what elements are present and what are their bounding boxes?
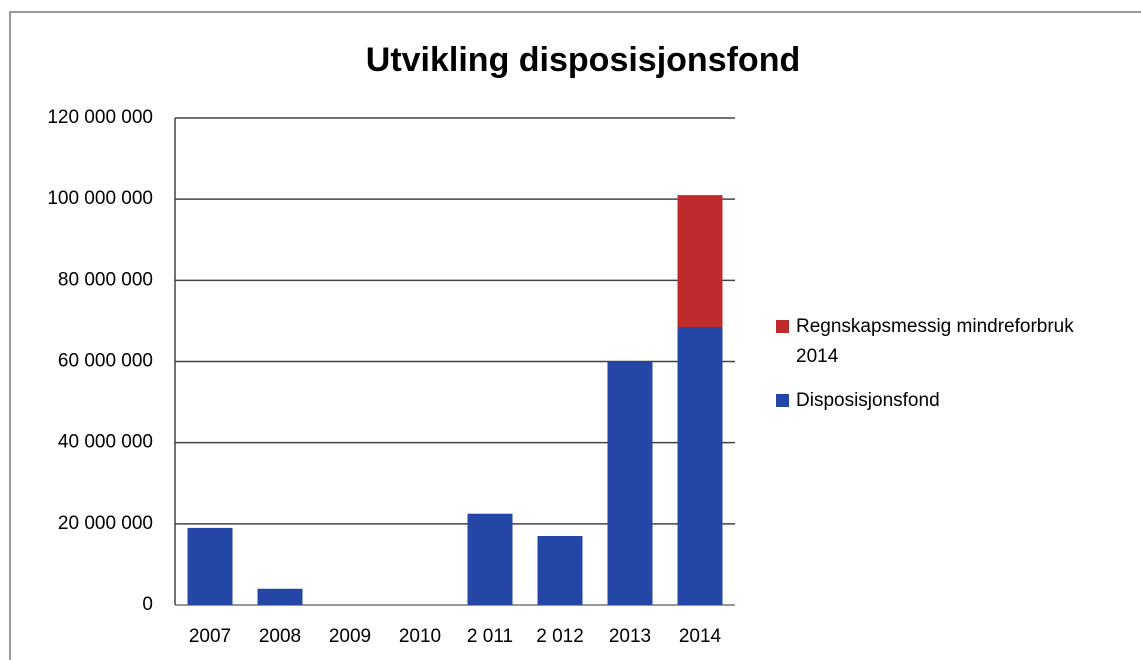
legend-label: Regnskapsmessig mindreforbruk 2014 xyxy=(796,316,1074,367)
legend: Regnskapsmessig mindreforbruk 2014 Dispos… xyxy=(776,312,1106,430)
legend-swatch xyxy=(776,320,789,333)
chart-title: Utvikling disposisjonsfond xyxy=(366,41,800,79)
y-tick-label: 20 000 000 xyxy=(58,513,153,534)
legend-swatch xyxy=(776,394,789,407)
y-tick-label: 80 000 000 xyxy=(58,269,153,290)
bar xyxy=(677,327,723,605)
bar xyxy=(677,195,723,328)
bar xyxy=(257,588,303,605)
x-tick-label: 2 012 xyxy=(536,626,584,647)
x-tick-label: 2 011 xyxy=(467,626,513,647)
x-tick-label: 2007 xyxy=(189,626,231,647)
bar xyxy=(537,536,583,605)
legend-entry: Disposisjonsfond xyxy=(776,386,1106,416)
bar xyxy=(467,513,513,605)
legend-entry: Regnskapsmessig mindreforbruk 2014 xyxy=(776,312,1106,372)
bar xyxy=(607,361,653,605)
x-tick-label: 2009 xyxy=(329,626,371,647)
x-tick-label: 2008 xyxy=(259,626,301,647)
y-tick-label: 100 000 000 xyxy=(47,188,153,209)
y-tick-label: 120 000 000 xyxy=(47,107,153,128)
y-tick-label: 60 000 000 xyxy=(58,351,153,372)
x-tick-label: 2013 xyxy=(609,626,651,647)
bar xyxy=(187,527,233,605)
y-tick-label: 40 000 000 xyxy=(58,432,153,453)
x-tick-label: 2010 xyxy=(399,626,441,647)
frame xyxy=(9,11,1141,660)
y-tick-label: 0 xyxy=(142,594,153,615)
x-tick-label: 2014 xyxy=(679,626,722,647)
legend-label: Disposisjonsfond xyxy=(796,390,940,411)
